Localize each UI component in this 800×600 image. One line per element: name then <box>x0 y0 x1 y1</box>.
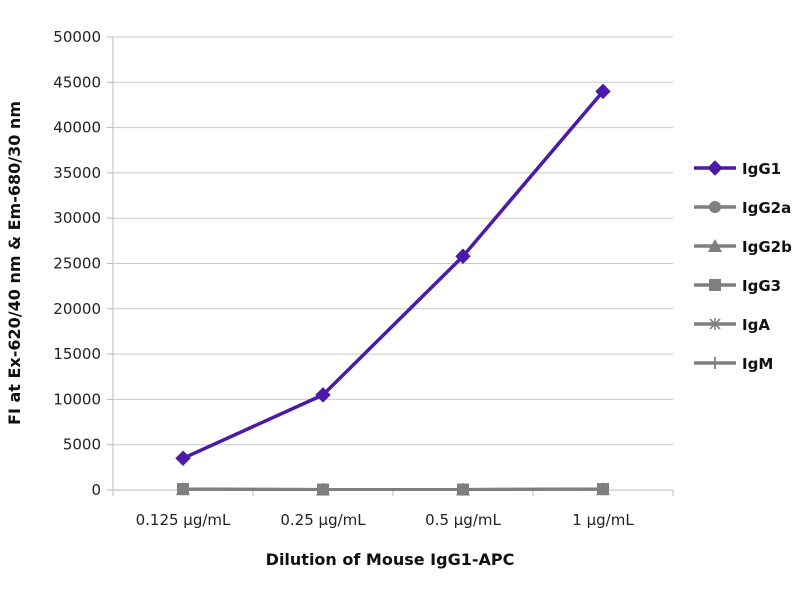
x-axis-title: Dilution of Mouse IgG1-APC <box>266 550 515 569</box>
y-tick-label: 45000 <box>53 73 101 91</box>
y-tick-label: 10000 <box>53 390 101 408</box>
legend-label-igg2a: IgG2a <box>742 199 791 217</box>
legend-marker-igg2a <box>709 201 721 213</box>
x-tick-label: 0.5 µg/mL <box>425 511 501 529</box>
legend-item-iga: IgA <box>694 316 770 334</box>
legend-item-igg1: IgG1 <box>694 160 781 178</box>
data-point-igg2a <box>317 483 329 496</box>
y-tick-label: 20000 <box>53 300 101 318</box>
x-tick-label: 0.25 µg/mL <box>280 511 366 529</box>
legend: IgG1 IgG2a IgG2b IgG3 IgA IgM <box>694 160 792 373</box>
marker-stroke <box>709 318 721 330</box>
legend-label-igm: IgM <box>742 355 773 373</box>
legend-label-igg2b: IgG2b <box>742 238 792 256</box>
legend-marker-igg1 <box>707 160 723 176</box>
data-point-igg1 <box>595 83 611 100</box>
y-tick-label: 5000 <box>63 436 101 454</box>
data-point-igg1 <box>455 248 471 264</box>
y-tick-label: 25000 <box>53 255 101 273</box>
data-point-igg1 <box>315 387 331 403</box>
y-tick-label: 40000 <box>53 119 101 137</box>
plot-series <box>175 83 611 496</box>
x-tick-labels: 0.125 µg/mL 0.25 µg/mL 0.5 µg/mL 1 µg/mL <box>136 511 635 529</box>
legend-item-igg2a: IgG2a <box>694 199 791 217</box>
legend-label-igg1: IgG1 <box>742 160 781 178</box>
legend-item-igg3: IgG3 <box>694 277 781 295</box>
legend-marker-igm <box>709 357 721 369</box>
data-point-igg2a <box>177 483 189 496</box>
y-tick-label: 50000 <box>53 28 101 46</box>
y-tick-label: 15000 <box>53 345 101 363</box>
x-tick-label: 1 µg/mL <box>572 511 634 529</box>
gridlines <box>113 36 673 446</box>
series-igg2a <box>177 483 609 496</box>
y-axis-title: FI at Ex-620/40 nm & Em-680/30 nm <box>5 101 24 425</box>
y-tick-labels: 0 5000 10000 15000 20000 25000 30000 35000 40000… <box>53 28 101 499</box>
legend-marker-igg3 <box>709 279 721 291</box>
legend-marker-iga <box>709 318 721 330</box>
axes <box>107 36 674 496</box>
data-point-igg2a <box>457 483 469 496</box>
legend-label-igg3: IgG3 <box>742 277 781 295</box>
data-point-igg1 <box>175 450 191 466</box>
series-igg1 <box>175 83 611 466</box>
y-tick-label: 30000 <box>53 209 101 227</box>
legend-label-iga: IgA <box>742 316 770 334</box>
legend-item-igg2b: IgG2b <box>694 238 792 256</box>
legend-item-igm: IgM <box>694 355 773 373</box>
x-tick-label: 0.125 µg/mL <box>136 511 231 529</box>
legend-marker-igg2b <box>708 239 722 252</box>
data-point-igg2a <box>597 483 609 496</box>
y-tick-label: 0 <box>91 481 101 499</box>
y-tick-label: 35000 <box>53 164 101 182</box>
series-line-igg1 <box>182 90 605 460</box>
